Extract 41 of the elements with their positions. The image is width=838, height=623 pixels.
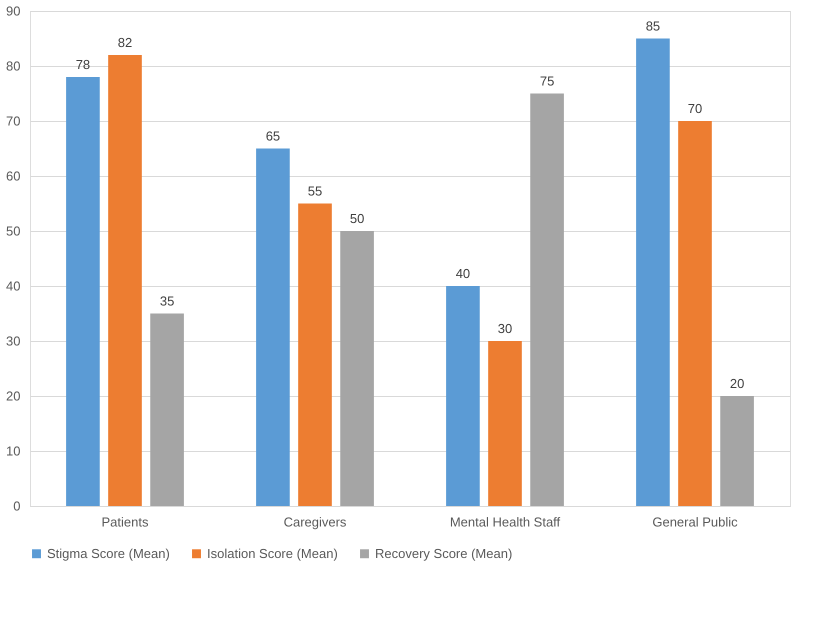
y-tick-label: 30	[6, 334, 20, 348]
data-label: 20	[730, 376, 744, 391]
y-tick-label: 90	[6, 4, 20, 18]
data-label: 65	[266, 128, 280, 144]
y-tick-label: 50	[6, 224, 20, 238]
data-label: 78	[76, 57, 90, 72]
legend-label: Recovery Score (Mean)	[375, 546, 512, 561]
y-tick-label: 80	[6, 58, 20, 74]
bar	[530, 94, 564, 506]
bar	[636, 38, 670, 506]
data-label: 82	[118, 35, 132, 50]
bar	[108, 55, 142, 506]
bar	[256, 148, 290, 506]
y-tick-label: 40	[6, 278, 20, 294]
data-label: 75	[540, 74, 554, 88]
legend-label: Stigma Score (Mean)	[47, 546, 170, 561]
data-label: 85	[646, 18, 660, 34]
x-tick-label: Patients	[102, 514, 149, 530]
y-tick-label: 20	[6, 388, 20, 404]
data-label: 30	[498, 321, 512, 336]
data-label: 40	[456, 266, 470, 281]
bar	[446, 286, 480, 506]
bar	[340, 231, 374, 506]
bar	[488, 341, 522, 506]
y-tick-label: 70	[6, 114, 20, 128]
x-tick-label: Caregivers	[284, 514, 347, 530]
y-tick-label: 0	[13, 498, 20, 514]
y-tick-label: 10	[6, 444, 20, 458]
data-label: 35	[160, 294, 174, 308]
x-tick-label: General Public	[652, 514, 738, 530]
bar	[66, 77, 100, 506]
bar	[720, 396, 754, 506]
y-tick-label: 60	[6, 168, 20, 184]
data-label: 55	[308, 184, 322, 198]
bar	[298, 204, 332, 506]
x-tick-label: Mental Health Staff	[450, 514, 561, 530]
legend-label: Isolation Score (Mean)	[207, 546, 338, 561]
data-label: 50	[350, 211, 364, 226]
bar	[678, 121, 712, 506]
bar	[150, 314, 184, 506]
data-label: 70	[688, 101, 702, 116]
